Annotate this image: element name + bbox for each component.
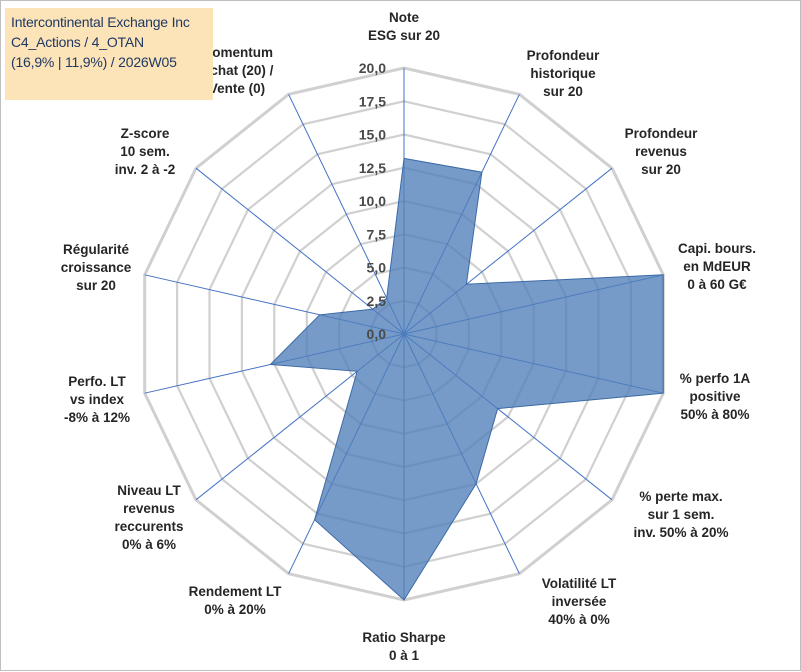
tick-label: 5,0 xyxy=(367,260,387,276)
axis-label-line: inversée xyxy=(552,594,607,609)
axis-label: Niveau LT revenus reccurents 0% à 6% xyxy=(114,483,183,552)
axis-label-line: 0 à 60 G€ xyxy=(687,277,747,292)
axis-label-line: Niveau LT xyxy=(117,483,181,498)
axis-label-line: Perfo. LT xyxy=(68,374,126,389)
axis-label-line: Vente (0) xyxy=(209,81,265,96)
axis-label-line: % perfo 1A xyxy=(680,371,751,386)
axis-label-line: 0% à 6% xyxy=(122,537,176,552)
axis-label-line: 10 sem. xyxy=(120,144,170,159)
axis-label: Volatilité LT inversée 40% à 0% xyxy=(542,576,617,627)
tick-label: 20,0 xyxy=(359,60,386,76)
axis-label: Profondeur revenus sur 20 xyxy=(625,126,698,177)
axis-label-line: ESG sur 20 xyxy=(368,28,440,43)
axis-label-line: 50% à 80% xyxy=(680,407,749,422)
axis-label-line: Capi. bours. xyxy=(678,241,756,256)
axis-label-line: historique xyxy=(530,66,596,81)
axis-label: Régularité croissance sur 20 xyxy=(61,242,132,293)
axis-label-line: Z-score xyxy=(121,126,170,141)
axis-label-line: sur 1 sem. xyxy=(648,507,715,522)
axis-label: Rendement LT 0% à 20% xyxy=(189,584,283,617)
axis-label: Profondeur historique sur 20 xyxy=(527,48,600,99)
axis-label-line: Note xyxy=(389,10,419,25)
axis-label-line: sur 20 xyxy=(641,162,681,177)
axis-label-line: Rendement LT xyxy=(189,584,283,599)
axis-label-line: Ratio Sharpe xyxy=(362,630,446,645)
chart-title-line-3: (16,9% | 11,9%) / 2026W05 xyxy=(11,52,207,72)
axis-label: % perfo 1A positive 50% à 80% xyxy=(680,371,751,422)
axis-label-line: Volatilité LT xyxy=(542,576,617,591)
tick-label: 2,5 xyxy=(367,293,387,309)
axis-label-line: revenus xyxy=(635,144,687,159)
axis-label-line: 0% à 20% xyxy=(204,602,266,617)
axis-label-line: -8% à 12% xyxy=(64,410,130,425)
axis-label-line: revenus xyxy=(123,501,175,516)
axis-label-line: sur 20 xyxy=(543,84,583,99)
axis-label-line: Régularité xyxy=(63,242,130,257)
chart-title-box: Intercontinental Exchange Inc C4_Actions… xyxy=(5,8,213,100)
axis-label-line: inv. 2 à -2 xyxy=(115,162,176,177)
tick-label: 12,5 xyxy=(359,160,386,176)
axis-label-line: % perte max. xyxy=(639,489,722,504)
axis-label: Capi. bours. en MdEUR 0 à 60 G€ xyxy=(678,241,756,292)
tick-label: 15,0 xyxy=(359,127,386,143)
axis-label-line: positive xyxy=(689,389,741,404)
axis-label-line: reccurents xyxy=(114,519,183,534)
chart-title-line-1: Intercontinental Exchange Inc xyxy=(11,12,207,32)
tick-label: 7,5 xyxy=(367,226,387,242)
tick-label: 10,0 xyxy=(359,193,386,209)
axis-label-line: 40% à 0% xyxy=(548,612,610,627)
axis-label: Perfo. LT vs index -8% à 12% xyxy=(64,374,130,425)
axis-label-line: Profondeur xyxy=(527,48,600,63)
axis-label-line: croissance xyxy=(61,260,132,275)
axis-label-line: en MdEUR xyxy=(683,259,751,274)
axis-label: Ratio Sharpe 0 à 1 xyxy=(362,630,446,663)
axis-label: Z-score 10 sem. inv. 2 à -2 xyxy=(115,126,176,177)
axis-label-line: vs index xyxy=(70,392,125,407)
axis-label: Note ESG sur 20 xyxy=(368,10,440,43)
axis-label-line: Profondeur xyxy=(625,126,698,141)
axis-label-line: inv. 50% à 20% xyxy=(633,525,728,540)
chart-title-line-2: C4_Actions / 4_OTAN xyxy=(11,32,207,52)
tick-label: 17,5 xyxy=(359,93,386,109)
axis-label-line: 0 à 1 xyxy=(389,648,420,663)
axis-label: % perte max. sur 1 sem. inv. 50% à 20% xyxy=(633,489,728,540)
axis-label-line: sur 20 xyxy=(76,278,116,293)
tick-label: 0,0 xyxy=(367,326,387,342)
